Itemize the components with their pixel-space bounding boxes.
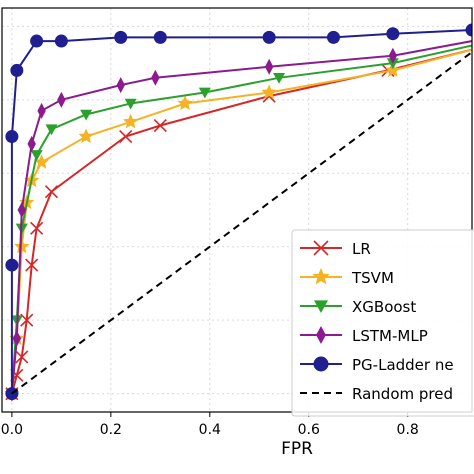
legend: LR TSVM XGBoost LSTM-MLP PG-Ladder ne Random …	[291, 229, 474, 417]
data-point	[5, 258, 19, 272]
data-point	[45, 124, 58, 136]
series-pg-ladder-ne	[5, 23, 472, 401]
data-point	[119, 129, 133, 144]
data-point	[122, 113, 139, 129]
legend-item: LR	[300, 240, 371, 258]
data-point	[27, 135, 36, 152]
x-axis-label: FPR	[281, 439, 313, 459]
data-point	[312, 267, 330, 285]
legend-label: Random pred	[352, 385, 453, 403]
legend-label: PG-Ladder ne	[352, 356, 454, 374]
x-tick-label: 0.8	[397, 422, 419, 438]
x-tick-label: 0.6	[298, 422, 320, 438]
data-point	[273, 72, 286, 84]
series-lr	[5, 48, 472, 401]
data-point	[20, 313, 34, 327]
data-point	[114, 30, 128, 44]
data-point	[326, 30, 340, 44]
plot-area	[1, 7, 473, 413]
data-point	[262, 30, 276, 44]
data-point	[465, 23, 472, 37]
legend-label: XGBoost	[352, 298, 416, 316]
data-point	[37, 102, 46, 119]
data-point	[313, 356, 329, 372]
data-point	[12, 330, 22, 347]
series-line	[10, 29, 472, 394]
data-point	[313, 240, 329, 256]
data-point	[57, 91, 66, 108]
data-point	[261, 84, 277, 100]
data-point	[15, 350, 29, 364]
data-point	[153, 118, 167, 133]
data-point	[44, 185, 59, 199]
data-point	[78, 128, 94, 144]
data-point	[116, 77, 125, 94]
data-point	[80, 109, 93, 121]
data-point	[388, 47, 398, 64]
legend-item: LSTM-MLP	[300, 326, 428, 345]
data-point	[10, 63, 24, 77]
x-tick-label: 0.0	[1, 422, 23, 438]
legend-item: Random pred	[300, 385, 453, 403]
legend-item: PG-Ladder ne	[300, 356, 454, 374]
series-random-pred	[11, 50, 472, 395]
data-point	[153, 30, 167, 44]
legend-item: XGBoost	[300, 298, 416, 316]
data-point	[198, 87, 211, 99]
series-line	[11, 50, 472, 395]
data-point	[177, 95, 193, 111]
data-point	[17, 202, 26, 218]
legend-item: TSVM	[300, 267, 394, 287]
data-point	[386, 27, 400, 41]
legend-label: TSVM	[351, 269, 394, 287]
data-point	[151, 69, 160, 86]
x-axis: 0.0 0.2 0.4 0.6 0.8	[1, 412, 419, 438]
legend-label: LR	[352, 240, 371, 258]
data-point	[30, 34, 44, 48]
x-tick-label: 0.2	[100, 422, 122, 438]
data-point	[25, 258, 39, 272]
series-line	[10, 48, 472, 394]
data-point	[264, 58, 274, 75]
data-point	[316, 326, 326, 344]
series-group	[4, 23, 472, 402]
x-tick-label: 0.4	[199, 422, 221, 438]
data-point	[54, 34, 68, 48]
legend-label: LSTM-MLP	[352, 327, 428, 345]
data-point	[314, 300, 328, 313]
data-point	[30, 221, 44, 235]
data-point	[5, 130, 19, 144]
data-point	[124, 98, 137, 110]
data-point	[30, 150, 43, 161]
data-point	[385, 62, 401, 78]
